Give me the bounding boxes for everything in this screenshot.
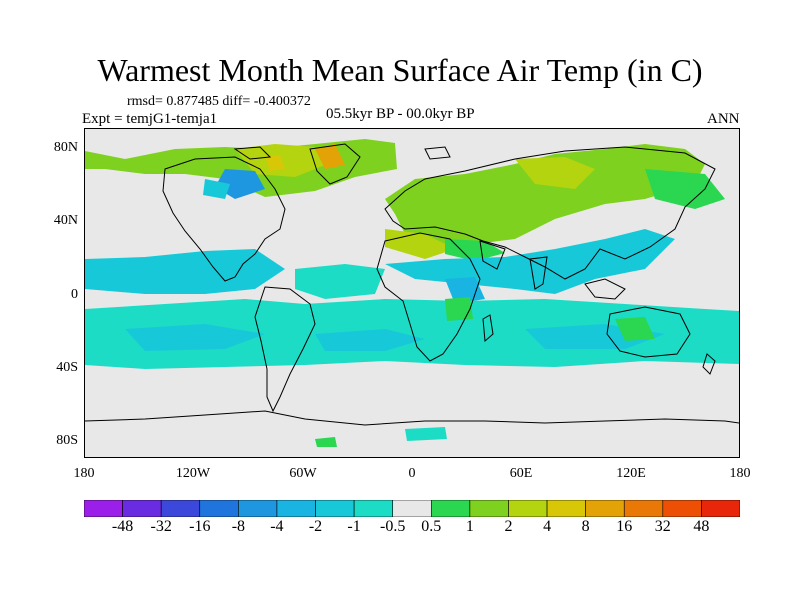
season-label: ANN (707, 111, 740, 127)
colorbar-label: 1 (465, 518, 474, 535)
colorbar-label: 16 (616, 518, 633, 535)
colorbar-swatch (430, 500, 471, 517)
colorbar-label: 0.5 (421, 518, 442, 535)
colorbar-swatch (662, 500, 702, 517)
world-map (84, 128, 740, 458)
colorbar-swatch (315, 500, 355, 517)
colorbar-swatch (508, 500, 548, 517)
lon-label: 180 (729, 466, 751, 481)
colorbar-label: -32 (150, 518, 172, 535)
lon-label: 120W (175, 466, 211, 481)
colorbar-swatch (701, 500, 740, 517)
lat-label: 80S (56, 433, 78, 448)
colorbar-label: 48 (693, 518, 710, 535)
colorbar-swatch (623, 500, 664, 517)
lon-label: 0 (408, 466, 416, 481)
colorbar-swatch (199, 500, 239, 517)
experiment-label: Expt = temjG1-temja1 (82, 111, 218, 127)
colorbar-label: -16 (189, 518, 211, 535)
anomaly-fills (85, 139, 739, 447)
period-label: 05.5kyr BP - 00.0kyr BP (326, 106, 475, 122)
lat-label: 80N (53, 140, 78, 155)
colorbar-swatch (392, 500, 432, 517)
colorbar-swatch (546, 500, 586, 517)
colorbar-swatch (276, 500, 316, 517)
colorbar-label: -48 (111, 518, 134, 535)
colorbar-swatch (353, 500, 394, 517)
lon-label: 120E (616, 466, 646, 481)
stats-text: rmsd= 0.877485 diff= -0.400372 (127, 94, 311, 109)
lat-label: 0 (71, 287, 78, 302)
map-field (85, 139, 739, 447)
colorbar-swatch (469, 500, 509, 517)
colorbar-swatch (160, 500, 201, 517)
colorbar-label: -1 (347, 518, 361, 535)
colorbar-label: -0.5 (380, 518, 406, 535)
lon-label: 180 (73, 466, 95, 481)
colorbar-label: 8 (581, 518, 590, 535)
lat-label: 40S (56, 360, 78, 375)
colorbar-label: -8 (231, 518, 246, 535)
colorbar-label: -2 (308, 518, 323, 535)
colorbar-label: 32 (654, 518, 671, 535)
colorbar-swatch (122, 500, 162, 517)
colorbar-swatch (238, 500, 278, 517)
colorbar-label: 4 (543, 518, 552, 535)
lon-label: 60W (289, 466, 317, 481)
lat-label: 40N (53, 213, 78, 228)
colorbar-label: -4 (270, 518, 284, 535)
coastlines (85, 143, 739, 426)
map-title: Warmest Month Mean Surface Air Temp (in … (97, 52, 703, 88)
colorbar (84, 500, 740, 517)
lon-label: 60E (509, 466, 533, 481)
colorbar-swatch (585, 500, 625, 517)
colorbar-swatch (84, 500, 123, 517)
colorbar-label: 2 (504, 518, 513, 535)
